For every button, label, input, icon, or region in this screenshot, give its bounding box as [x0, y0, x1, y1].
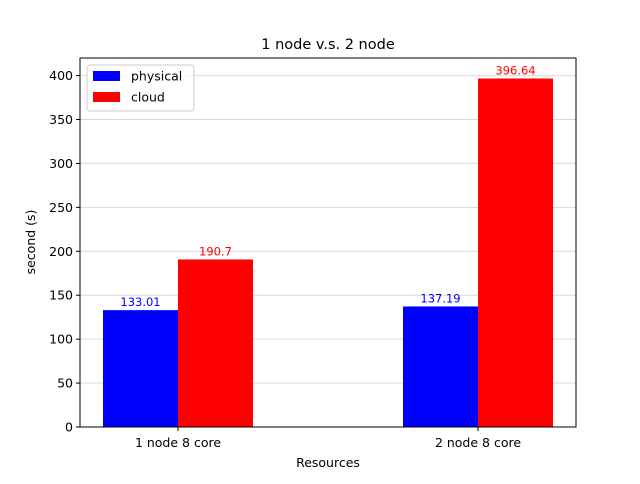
y-tick-label: 200 [49, 244, 73, 259]
x-axis: 1 node 8 core 2 node 8 core [135, 427, 521, 450]
bar-value-label: 137.19 [420, 291, 460, 305]
y-tick-label: 400 [49, 68, 73, 83]
bar-cloud [478, 78, 553, 427]
legend-label-physical: physical [131, 69, 182, 84]
x-axis-label: Resources [296, 455, 360, 470]
x-tick-label: 2 node 8 core [435, 435, 521, 450]
y-tick-label: 300 [49, 156, 73, 171]
y-tick-label: 100 [49, 332, 73, 347]
y-tick-label: 350 [49, 112, 73, 127]
legend-swatch-physical [93, 71, 120, 81]
plot-frame [79, 57, 577, 428]
bars [103, 78, 553, 427]
y-tick-label: 250 [49, 200, 73, 215]
y-tick-label: 50 [57, 376, 73, 391]
legend-label-cloud: cloud [131, 90, 165, 105]
bar-value-label: 396.64 [495, 64, 535, 78]
y-tick-label: 0 [65, 420, 73, 435]
chart-title: 1 node v.s. 2 node [261, 37, 395, 53]
y-axis-label: second (s) [23, 210, 38, 275]
bar-physical [103, 310, 178, 427]
x-tick-label: 1 node 8 core [135, 435, 221, 450]
legend-swatch-cloud [93, 92, 120, 102]
bar-value-label: 190.7 [199, 244, 232, 258]
bar-physical [403, 306, 478, 427]
y-tick-label: 150 [49, 288, 73, 303]
bar-labels: 133.01 190.7 137.19 396.64 [120, 64, 535, 310]
legend: physical cloud [86, 64, 195, 112]
bar-value-label: 133.01 [120, 295, 160, 309]
y-axis: 0 50 100 150 200 250 300 350 400 [49, 68, 80, 435]
bar-cloud [178, 259, 253, 427]
